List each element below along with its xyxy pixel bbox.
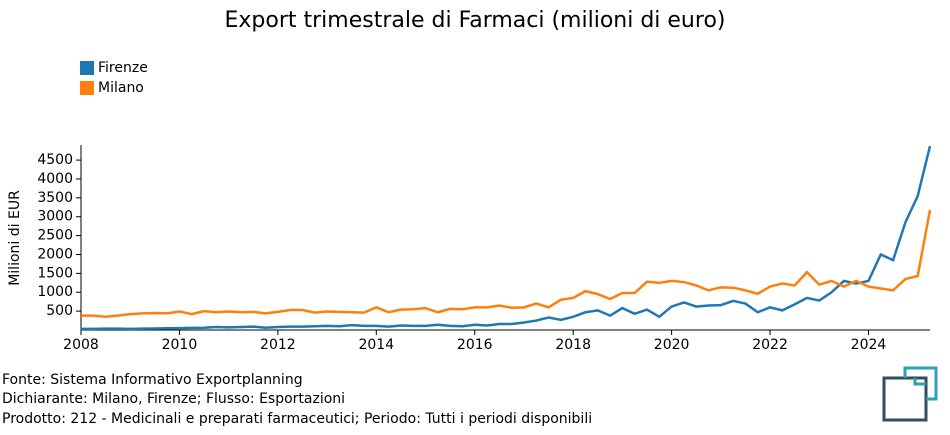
legend-label: Firenze xyxy=(98,60,148,76)
legend-swatch xyxy=(80,81,94,95)
legend-label: Milano xyxy=(98,80,144,96)
y-tick-label: 1500 xyxy=(37,265,73,281)
x-tick-label: 2024 xyxy=(851,337,887,353)
y-tick-label: 3500 xyxy=(37,190,73,206)
y-tick-label: 3000 xyxy=(37,209,73,225)
footer-line: Dichiarante: Milano, Firenze; Flusso: Es… xyxy=(2,391,345,407)
legend-swatch xyxy=(80,61,94,75)
series-line xyxy=(81,209,932,319)
x-tick-label: 2016 xyxy=(457,337,493,353)
y-tick-label: 2500 xyxy=(37,228,73,244)
x-tick-label: 2014 xyxy=(358,337,394,353)
x-tick-label: 2022 xyxy=(752,337,788,353)
footer-line: Prodotto: 212 - Medicinali e preparati f… xyxy=(2,411,592,427)
y-tick-label: 4500 xyxy=(37,152,73,168)
footer-line: Fonte: Sistema Informativo Exportplannin… xyxy=(2,372,303,388)
x-tick-label: 2008 xyxy=(63,337,99,353)
chart-title: Export trimestrale di Farmaci (milioni d… xyxy=(225,8,726,33)
series-line xyxy=(81,145,932,331)
y-tick-label: 1000 xyxy=(37,284,73,300)
logo xyxy=(882,366,938,422)
x-tick-label: 2018 xyxy=(555,337,591,353)
y-tick-label: 500 xyxy=(46,303,73,319)
y-tick-label: 4000 xyxy=(37,171,73,187)
y-axis-label: Milioni di EUR xyxy=(7,190,23,286)
x-tick-label: 2020 xyxy=(654,337,690,353)
x-tick-label: 2010 xyxy=(162,337,198,353)
y-tick-label: 2000 xyxy=(37,246,73,262)
x-tick-label: 2012 xyxy=(260,337,296,353)
